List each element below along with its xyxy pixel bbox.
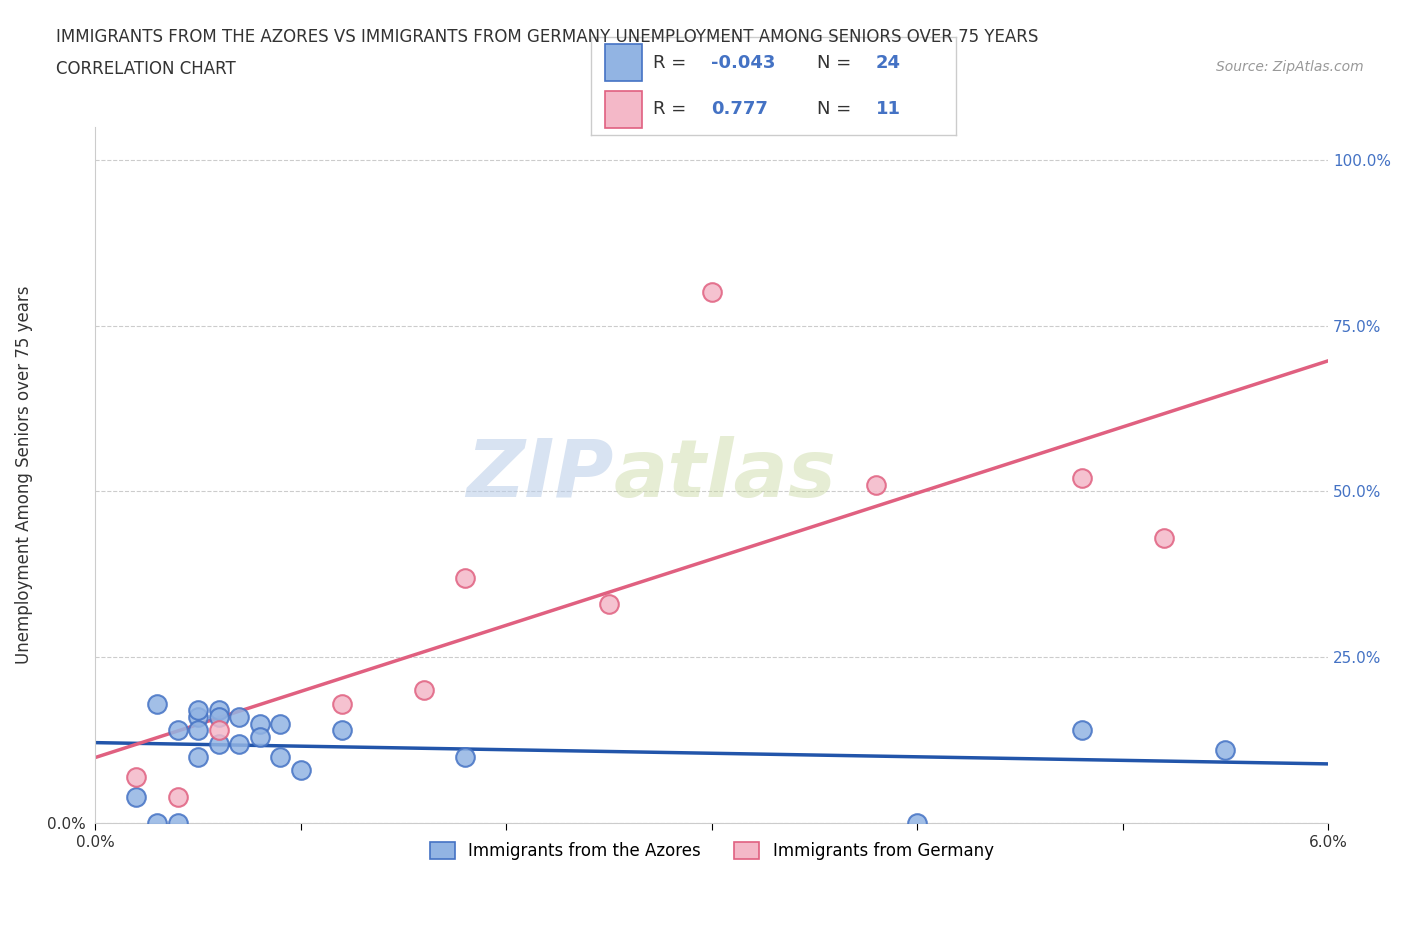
- Point: [166, 816, 188, 830]
- Text: 0.777: 0.777: [711, 100, 768, 118]
- Point: [208, 723, 231, 737]
- Text: N =: N =: [817, 100, 858, 118]
- Point: [454, 750, 477, 764]
- Legend: Immigrants from the Azores, Immigrants from Germany: Immigrants from the Azores, Immigrants f…: [423, 835, 1000, 867]
- Point: [125, 790, 148, 804]
- Point: [187, 703, 209, 718]
- Point: [700, 285, 723, 299]
- Point: [269, 750, 291, 764]
- Point: [865, 477, 887, 492]
- Point: [208, 703, 231, 718]
- Point: [249, 716, 271, 731]
- Text: ZIP: ZIP: [465, 436, 613, 514]
- Point: [598, 597, 620, 612]
- Point: [146, 697, 169, 711]
- Point: [166, 723, 188, 737]
- Point: [454, 570, 477, 585]
- Text: IMMIGRANTS FROM THE AZORES VS IMMIGRANTS FROM GERMANY UNEMPLOYMENT AMONG SENIORS: IMMIGRANTS FROM THE AZORES VS IMMIGRANTS…: [56, 28, 1039, 46]
- Text: N =: N =: [817, 54, 858, 72]
- Y-axis label: Unemployment Among Seniors over 75 years: Unemployment Among Seniors over 75 years: [15, 286, 32, 664]
- Point: [290, 763, 312, 777]
- Point: [166, 790, 188, 804]
- Point: [187, 750, 209, 764]
- Text: 11: 11: [876, 100, 901, 118]
- Point: [1070, 723, 1092, 737]
- Text: atlas: atlas: [613, 436, 837, 514]
- Bar: [605, 44, 641, 81]
- Point: [249, 729, 271, 744]
- Text: R =: R =: [652, 100, 692, 118]
- Point: [269, 716, 291, 731]
- Point: [187, 723, 209, 737]
- Point: [228, 710, 250, 724]
- Text: R =: R =: [652, 54, 692, 72]
- Text: -0.043: -0.043: [711, 54, 776, 72]
- Text: Source: ZipAtlas.com: Source: ZipAtlas.com: [1216, 60, 1364, 74]
- Point: [1153, 530, 1175, 545]
- Point: [228, 736, 250, 751]
- Point: [125, 769, 148, 784]
- Text: 24: 24: [876, 54, 901, 72]
- Point: [1215, 743, 1237, 758]
- Point: [330, 723, 353, 737]
- Point: [905, 816, 928, 830]
- Point: [208, 710, 231, 724]
- Point: [413, 683, 436, 698]
- Point: [187, 710, 209, 724]
- Point: [330, 697, 353, 711]
- Text: CORRELATION CHART: CORRELATION CHART: [56, 60, 236, 78]
- Bar: [605, 91, 641, 128]
- Point: [146, 816, 169, 830]
- Point: [1070, 471, 1092, 485]
- Point: [208, 736, 231, 751]
